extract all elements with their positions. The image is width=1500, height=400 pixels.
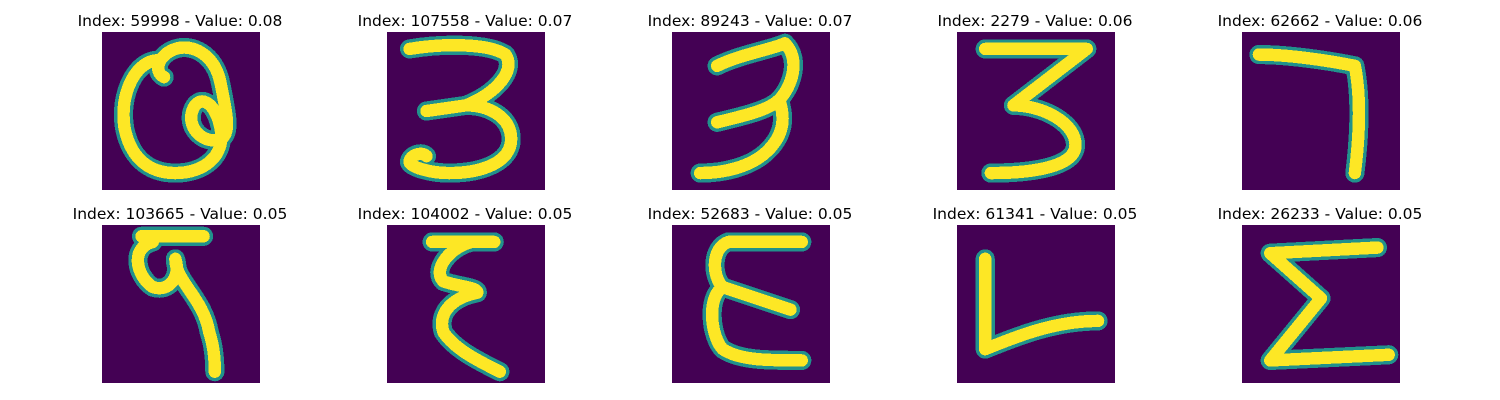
digit-image	[672, 32, 830, 190]
digit-image	[387, 32, 545, 190]
panel-title: Index: 89243 - Value: 0.07	[647, 12, 853, 30]
image-panel: Index: 61341 - Value: 0.05	[915, 205, 1155, 385]
glyph-stroke	[117, 41, 234, 180]
image-background	[102, 225, 260, 383]
digit-image	[957, 225, 1115, 383]
glyph-stroke	[425, 235, 507, 378]
digit-image	[1242, 32, 1400, 190]
panel-title: Index: 26233 - Value: 0.05	[1217, 205, 1423, 223]
panel-title: Index: 104002 - Value: 0.05	[357, 205, 573, 223]
image-panel: Index: 103665 - Value: 0.05	[60, 205, 300, 385]
glyph-stroke	[131, 230, 222, 378]
panel-title: Index: 62662 - Value: 0.06	[1217, 12, 1423, 30]
image-panel: Index: 62662 - Value: 0.06	[1200, 12, 1440, 192]
panel-title: Index: 52683 - Value: 0.05	[647, 205, 853, 223]
digit-image	[672, 225, 830, 383]
digit-image	[957, 32, 1115, 190]
glyph-stroke	[403, 39, 518, 180]
glyph-stroke	[979, 42, 1093, 180]
panel-title: Index: 2279 - Value: 0.06	[937, 12, 1133, 30]
panel-title: Index: 59998 - Value: 0.08	[77, 12, 283, 30]
image-panel: Index: 52683 - Value: 0.05	[630, 205, 870, 385]
image-panel: Index: 89243 - Value: 0.07	[630, 12, 870, 192]
image-panel: Index: 2279 - Value: 0.06	[915, 12, 1155, 192]
panel-title: Index: 107558 - Value: 0.07	[357, 12, 573, 30]
glyph-stroke	[705, 235, 808, 367]
glyph-stroke	[979, 252, 1105, 356]
glyph-stroke	[694, 37, 800, 180]
image-panel: Index: 104002 - Value: 0.05	[345, 205, 585, 385]
panel-title: Index: 61341 - Value: 0.05	[932, 205, 1138, 223]
digit-image	[387, 225, 545, 383]
glyph-stroke	[1264, 241, 1395, 367]
panel-title: Index: 103665 - Value: 0.05	[72, 205, 288, 223]
digit-image	[102, 225, 260, 383]
digit-image	[102, 32, 260, 190]
image-panel: Index: 26233 - Value: 0.05	[1200, 205, 1440, 385]
image-panel: Index: 107558 - Value: 0.07	[345, 12, 585, 192]
image-panel: Index: 59998 - Value: 0.08	[60, 12, 300, 192]
digit-image	[1242, 225, 1400, 383]
glyph-stroke	[1252, 48, 1366, 180]
